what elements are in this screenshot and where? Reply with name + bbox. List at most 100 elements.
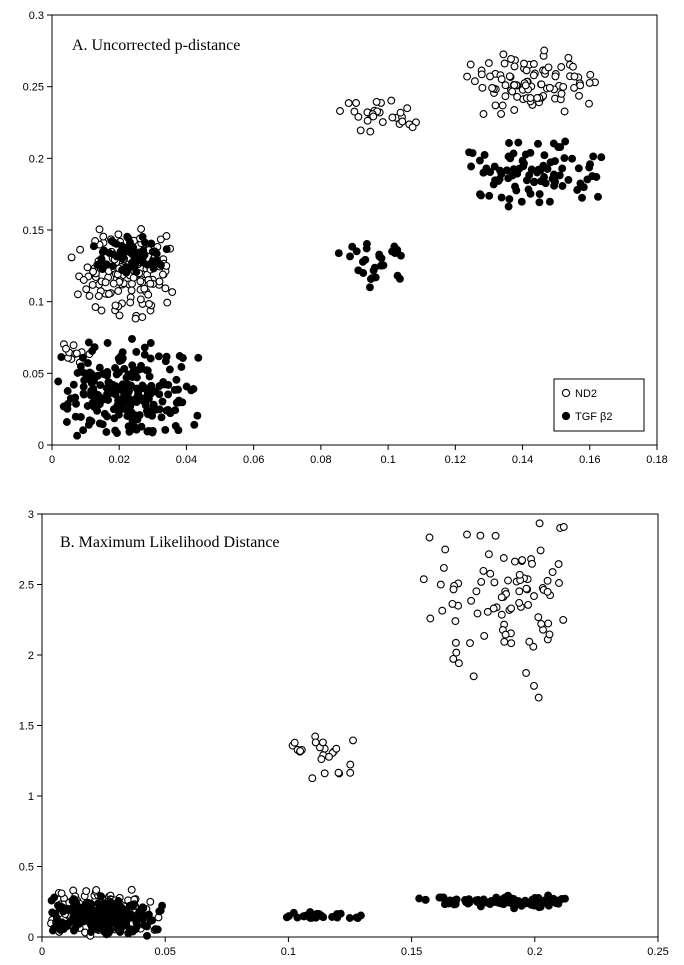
panel-b-tgf-2-point bbox=[111, 901, 120, 910]
panel-a-tgf-2-point bbox=[93, 406, 102, 415]
panel-b-y-tick-label: 0.5 bbox=[19, 862, 34, 874]
panel-b-nd2-point bbox=[490, 578, 499, 587]
panel-b-nd2-point bbox=[545, 630, 554, 639]
panel-a-tgf-2-point bbox=[467, 162, 476, 171]
panel-a-tgf-2-point bbox=[165, 365, 174, 374]
panel-b-x-tick-label: 0.1 bbox=[281, 946, 296, 958]
panel-a-tgf-2-point bbox=[129, 423, 138, 432]
panel-b-nd2-point bbox=[308, 774, 317, 783]
panel-a-tgf-2-point bbox=[497, 170, 506, 178]
panel-b-nd2-point bbox=[466, 639, 474, 648]
panel-a-nd2-point bbox=[73, 290, 82, 299]
panel-b-nd2-point bbox=[92, 886, 101, 894]
panel-a-nd2-point bbox=[497, 109, 506, 118]
panel-a-nd2-point bbox=[67, 253, 76, 262]
panel-a-nd2-point bbox=[344, 99, 353, 108]
panel-a-nd2-point bbox=[488, 84, 497, 92]
panel-a-tgf-2-point bbox=[96, 381, 105, 390]
panel-b-x-tick-label: 0.2 bbox=[527, 946, 542, 958]
panel-a-nd2-point bbox=[388, 113, 397, 122]
panel-a-nd2-point bbox=[585, 99, 593, 108]
panel-b-tgf-2-point bbox=[133, 914, 141, 923]
panel-a-tgf-2-point bbox=[164, 390, 173, 399]
panel-a-nd2-point bbox=[88, 280, 97, 289]
panel-b-tgf-2-point bbox=[68, 897, 77, 906]
panel-b-tgf-2-point bbox=[486, 900, 494, 909]
panel-a-tgf-2-point bbox=[103, 367, 112, 376]
panel-b-nd2-point bbox=[500, 637, 509, 646]
panel-a-tgf-2-point bbox=[137, 422, 146, 431]
panel-a-nd2-point bbox=[336, 107, 344, 115]
panel-a-tgf-2-point bbox=[519, 162, 528, 171]
panel-a-tgf-2-point bbox=[140, 350, 149, 359]
panel-b-nd2-point bbox=[530, 681, 538, 690]
panel-b-plot-area bbox=[41, 513, 659, 938]
panel-a-tgf-2-point bbox=[147, 381, 156, 390]
panel-b-tgf-2-point bbox=[91, 914, 100, 923]
panel-b-nd2-point bbox=[555, 579, 563, 587]
panel-a-tgf-2-point bbox=[561, 137, 570, 146]
panel-b-nd2-point bbox=[504, 576, 512, 585]
panel-b-tgf-2-point bbox=[421, 895, 430, 904]
panel-a-tgf-2-point bbox=[146, 339, 155, 347]
panel-b-x-tick-label: 0.15 bbox=[401, 946, 422, 958]
panel-a-tgf-2-point bbox=[497, 193, 506, 202]
panel-b-nd2-point bbox=[522, 584, 531, 593]
panel-b-nd2-point bbox=[477, 577, 486, 586]
panel-b-nd2-point bbox=[479, 566, 488, 575]
panel-b-nd2-point bbox=[536, 546, 545, 555]
panel-b-nd2-point bbox=[57, 889, 66, 898]
panel-a-tgf-2-point bbox=[113, 429, 121, 438]
panel-a-tgf-2-point bbox=[190, 420, 199, 429]
panel-a-nd2-point bbox=[369, 112, 378, 121]
panel-a-tgf-2-point bbox=[133, 412, 142, 421]
panel-b-tgf-2-point bbox=[554, 899, 563, 908]
panel-a-x-tick-label: 0.1 bbox=[380, 454, 395, 466]
panel-a-nd2-point bbox=[396, 108, 405, 117]
panel-a-nd2-point bbox=[99, 232, 108, 241]
panel-a-tgf-2-point bbox=[117, 354, 126, 363]
panel-a-nd2-point bbox=[352, 99, 361, 107]
panel-a-nd2-point bbox=[137, 225, 146, 233]
panel-a-nd2-point bbox=[520, 59, 528, 68]
panel-a-nd2-point bbox=[114, 287, 123, 295]
panel-a-tgf-2-point bbox=[573, 186, 582, 194]
panel-b-nd2-point bbox=[497, 593, 506, 602]
panel-b-tgf-2-point bbox=[352, 913, 361, 922]
panel-b-nd2-point bbox=[507, 639, 516, 648]
panel-a-tgf-2-point bbox=[103, 339, 112, 347]
panel-a-tgf-2-point bbox=[504, 202, 513, 211]
panel-a-nd2-point bbox=[486, 72, 494, 81]
panel-a-tgf-2-point bbox=[152, 405, 161, 414]
panel-a-tgf-2-point bbox=[554, 143, 563, 152]
panel-b-nd2-point bbox=[484, 550, 493, 559]
panel-a-tgf-2-point bbox=[540, 151, 549, 160]
panel-a-tgf-2-point bbox=[558, 182, 567, 190]
panel-a-nd2-point bbox=[366, 127, 375, 136]
panel-a-tgf-2-point bbox=[509, 165, 518, 174]
panel-b-nd2-point bbox=[436, 580, 445, 589]
panel-a-tgf-2-point bbox=[132, 267, 141, 276]
panel-a-tgf-2-point bbox=[568, 154, 577, 163]
panel-a-tgf-2-point bbox=[560, 154, 569, 163]
panel-a-tgf-2-point bbox=[54, 377, 63, 386]
panel-b-nd2-point bbox=[419, 575, 428, 584]
panel-a-tgf-2-point bbox=[146, 354, 155, 363]
panel-a-nd2-point bbox=[513, 92, 522, 101]
panel-a-tgf-2-point bbox=[141, 238, 149, 247]
panel-a-nd2-point bbox=[94, 292, 103, 300]
panel-b-tgf-2-point bbox=[143, 931, 151, 940]
panel-a-tgf-2-point bbox=[354, 266, 363, 275]
panel-b-maximum-likelihood-distance: B. Maximum Likelihood Distance 0 0.05 0.1 0… bbox=[19, 509, 669, 958]
panel-a-tgf-2-point bbox=[585, 163, 594, 172]
panel-a-tgf-2-point bbox=[545, 197, 554, 206]
panel-b-nd2-point bbox=[522, 669, 531, 677]
panel-b-nd2-point bbox=[515, 570, 524, 579]
panel-b-tgf-2-point bbox=[289, 908, 298, 917]
panel-a-nd2-point bbox=[551, 72, 560, 81]
panel-b-tgf-2-point bbox=[57, 902, 65, 911]
panel-a-tgf-2-point bbox=[157, 413, 166, 422]
panel-a-tgf-2-point bbox=[132, 384, 141, 393]
panel-a-tgf-2-point bbox=[73, 431, 82, 440]
panel-b-y-tick-label: 1 bbox=[28, 791, 34, 803]
